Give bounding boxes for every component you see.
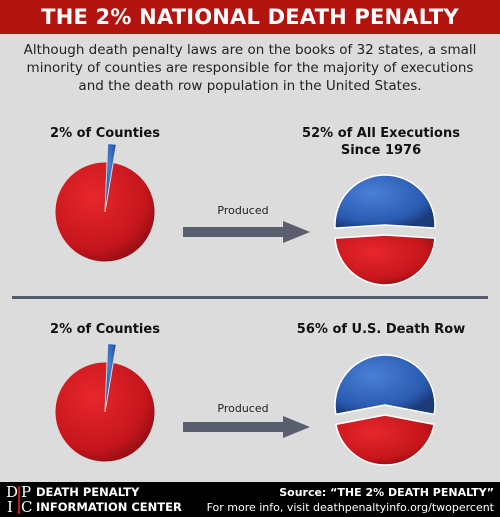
pie-chart-2 <box>334 174 436 286</box>
more-info-link[interactable]: For more info, visit deathpenaltyinfo.or… <box>206 501 494 514</box>
top-right-label: 52% of All Executions Since 1976 <box>296 125 466 159</box>
pie-charts <box>54 144 436 466</box>
org-line-1: DEATH PENALTY <box>36 485 140 499</box>
pie-slice-rest <box>334 234 436 286</box>
logo-letter-p: P <box>21 483 32 501</box>
pie-slice-highlight <box>105 144 116 205</box>
intro-text: Although death penalty laws are on the b… <box>23 42 477 94</box>
dpic-logo: D P I C <box>6 484 32 515</box>
logo-letter-i: I <box>7 498 13 516</box>
logo-letter-c: C <box>21 498 33 516</box>
footer: D P I C DEATH PENALTY INFORMATION CENTER… <box>0 482 500 517</box>
pie-slice-highlight <box>105 344 116 405</box>
pie-chart-4 <box>334 354 436 466</box>
page-title: THE 2% NATIONAL DEATH PENALTY <box>0 0 500 34</box>
pie-slice-highlight <box>334 174 436 229</box>
source-title: “THE 2% DEATH PENALTY” <box>330 486 494 499</box>
bottom-left-label: 2% of Counties <box>50 322 160 337</box>
pie-chart-1 <box>54 144 156 263</box>
source-info: Source: “THE 2% DEATH PENALTY” For more … <box>207 485 494 515</box>
bottom-right-label: 56% of U.S. Death Row <box>296 322 466 337</box>
top-right-label-line1: 52% of All Executions <box>302 126 460 141</box>
pie-slice-rest <box>54 361 156 463</box>
source-line: Source: “THE 2% DEATH PENALTY” <box>207 485 494 500</box>
top-right-label-line2: Since 1976 <box>340 143 422 158</box>
pie-slice-highlight <box>334 354 436 416</box>
source-prefix: Source: <box>279 486 331 499</box>
pie-chart-3 <box>54 344 156 463</box>
top-arrow-label: Produced <box>217 204 269 217</box>
section-divider <box>12 296 488 299</box>
arrow-icon <box>183 221 310 243</box>
org-line-2: INFORMATION CENTER <box>36 500 182 514</box>
pie-slice-rest <box>54 161 156 263</box>
bottom-arrow-label: Produced <box>217 402 269 415</box>
pie-slice-rest <box>335 414 435 466</box>
logo-letter-d: D <box>6 483 19 501</box>
top-left-label: 2% of Counties <box>50 126 160 141</box>
org-name: DEATH PENALTY INFORMATION CENTER <box>36 485 182 515</box>
arrow-icon <box>183 416 310 438</box>
